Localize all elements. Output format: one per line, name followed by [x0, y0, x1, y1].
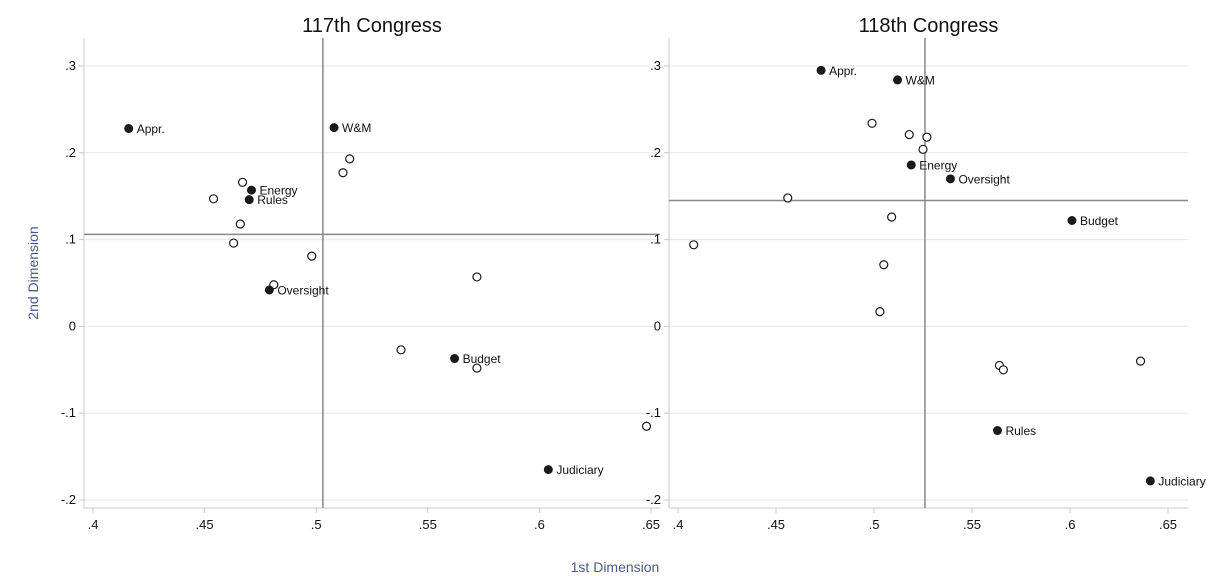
committee-point-hollow [208, 194, 219, 204]
y-tick-label: .2 [650, 145, 661, 160]
committee-point-filled [543, 465, 553, 475]
committee-point-filled [816, 65, 826, 75]
committee-point-hollow [879, 260, 889, 270]
committee-point-hollow [472, 363, 482, 373]
committee-point-hollow [338, 168, 348, 178]
committee-point-hollow [396, 345, 406, 355]
committee-point-filled [945, 174, 955, 184]
committee-point-label: Budget [463, 352, 502, 366]
committee-point-label: W&M [342, 121, 371, 135]
committee-point-filled [893, 75, 903, 85]
x-tick-label: .55 [963, 517, 981, 532]
panel-118th-congress: 118th Congress -.2 -.1 0 .1 .2 .3 .4 .45 .5 .55 .6.… [646, 15, 1206, 532]
committee-point-label: Oversight [277, 283, 329, 297]
committee-point-hollow [904, 129, 914, 140]
panel-117th-congress: 117th Congress -.2 -.1 0 .1 .2 .3 .4 .45 .5 .55 .6.… [61, 15, 660, 532]
committee-point-label: Rules [1005, 424, 1036, 438]
x-tick-label: .5 [311, 517, 322, 532]
committee-point-filled [246, 185, 256, 195]
x-tick-label: .5 [869, 517, 880, 532]
committee-point-hollow [689, 240, 699, 250]
committee-point-hollow [345, 154, 355, 164]
committee-point-filled [450, 354, 460, 364]
y-tick-label: 0 [654, 318, 661, 333]
x-tick-label: .65 [1159, 517, 1177, 532]
committee-point-hollow [783, 193, 793, 203]
x-tick-label: .45 [767, 517, 785, 532]
y-tick-label: .3 [65, 58, 76, 73]
committee-point-hollow [922, 132, 932, 142]
x-tick-label: .65 [642, 517, 660, 532]
committee-point-hollow [875, 307, 885, 317]
panel-title: 117th Congress [302, 15, 442, 37]
committee-point-filled [992, 426, 1002, 436]
committee-point-label: Oversight [958, 172, 1010, 186]
committee-point-hollow [1135, 356, 1146, 366]
committee-point-hollow [918, 144, 928, 154]
x-tick-label: .6 [534, 517, 545, 532]
committee-point-label: Energy [259, 184, 297, 198]
committee-point-hollow [887, 212, 897, 222]
y-tick-label: .1 [65, 232, 76, 247]
y-tick-label: -.1 [646, 405, 661, 420]
committee-point-hollow [641, 421, 652, 431]
committee-point-label: Appr. [829, 64, 857, 78]
committee-point-filled [264, 285, 274, 295]
committee-point-label: Rules [257, 193, 288, 207]
committee-point-hollow [229, 238, 239, 248]
committee-point-filled [329, 123, 339, 133]
committee-point-label: Appr. [137, 122, 165, 136]
committee-point-label: Judiciary [556, 463, 603, 477]
y-tick-label: -.2 [61, 492, 76, 507]
committee-point-hollow [867, 118, 877, 128]
committee-point-label: Energy [919, 158, 957, 172]
committee-point-filled [124, 123, 134, 133]
y-tick-label: .2 [65, 145, 76, 160]
y-tick-label: 0 [69, 318, 76, 333]
committee-point-filled [906, 160, 916, 170]
y-axis-title: 2nd Dimension [25, 226, 41, 319]
committee-point-label: W&M [906, 73, 935, 87]
committee-point-filled [1145, 476, 1155, 486]
panel-title: 118th Congress [859, 15, 999, 37]
committee-point-filled [244, 195, 254, 205]
x-tick-label: .4 [673, 517, 684, 532]
y-tick-label: .3 [650, 58, 661, 73]
committee-point-hollow [235, 219, 245, 229]
x-tick-label: .55 [419, 517, 437, 532]
committee-point-label: Budget [1080, 214, 1119, 228]
x-tick-label: .4 [88, 517, 99, 532]
committee-point-label: Judiciary [1158, 474, 1205, 488]
committee-point-filled [1067, 216, 1077, 226]
x-axis-title: 1st Dimension [571, 559, 660, 575]
committee-point-hollow [998, 365, 1008, 375]
x-tick-label: .6 [1065, 517, 1076, 532]
committee-point-hollow [237, 177, 248, 187]
y-tick-label: -.2 [646, 492, 661, 507]
committee-point-hollow [472, 272, 482, 282]
y-tick-label: -.1 [61, 405, 76, 420]
y-tick-label: .1 [650, 232, 661, 247]
x-tick-label: .45 [196, 517, 214, 532]
committee-point-hollow [307, 251, 317, 261]
